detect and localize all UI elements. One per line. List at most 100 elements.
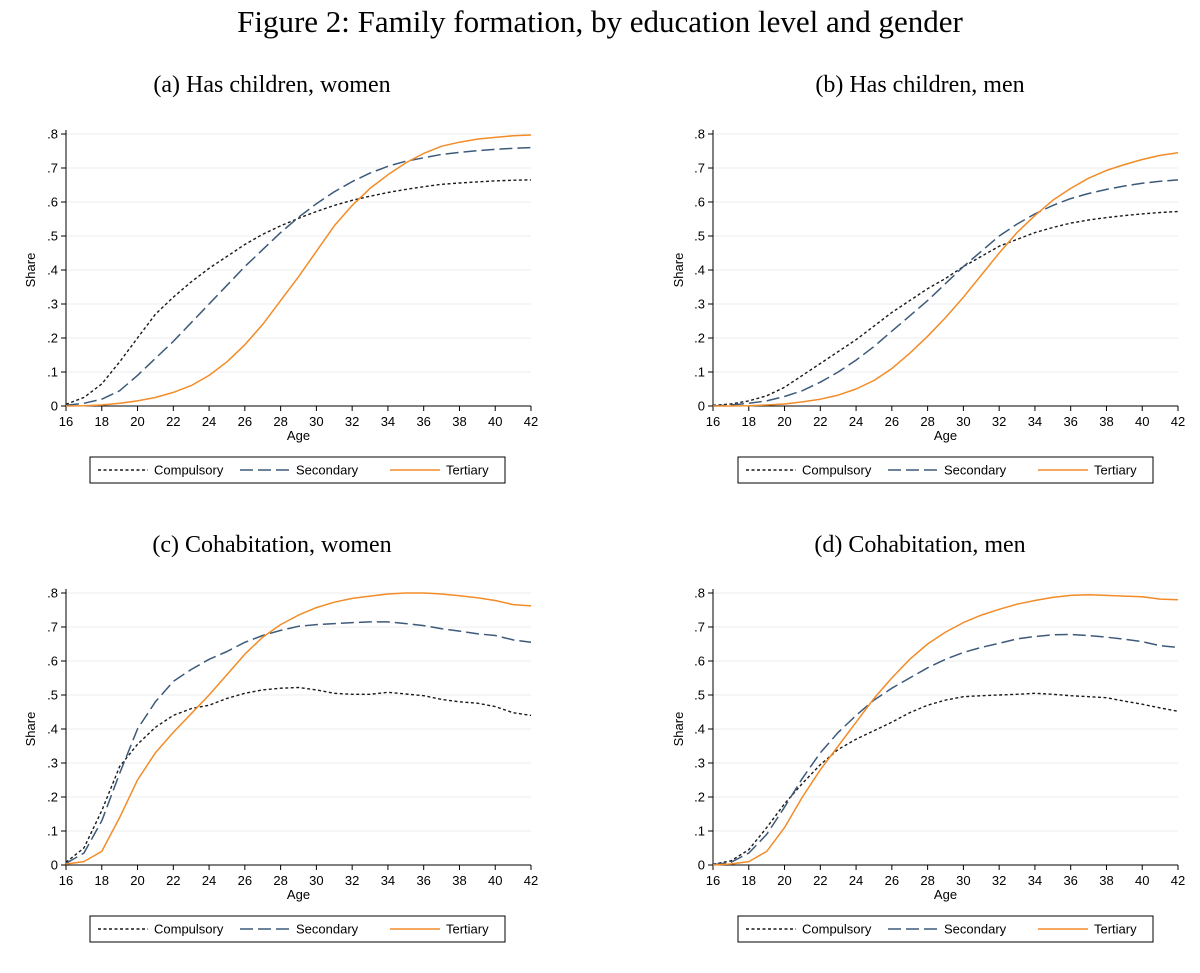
legend-label-secondary: Secondary — [296, 463, 359, 478]
x-tick-label: 36 — [416, 414, 430, 429]
panel-title: (a) Has children, women — [153, 72, 390, 98]
y-tick-label: .4 — [694, 263, 705, 278]
x-tick-label: 18 — [95, 414, 109, 429]
x-tick-label: 16 — [59, 873, 73, 888]
y-tick-label: .4 — [47, 263, 58, 278]
y-axis-label: Share — [23, 712, 38, 747]
chart-panel-0: (a) Has children, women 0 .1 .2 .3 .4 .5 .6 .7 .8… — [23, 72, 538, 484]
x-tick-label: 26 — [885, 414, 899, 429]
y-axis-label: Share — [671, 712, 686, 747]
x-axis-label: Age — [287, 887, 310, 902]
legend-label-compulsory: Compulsory — [802, 463, 872, 478]
x-axis-label: Age — [934, 428, 957, 443]
x-tick-label: 38 — [452, 414, 466, 429]
y-tick-label: .1 — [47, 365, 58, 380]
x-tick-label: 32 — [345, 414, 359, 429]
y-tick-label: .6 — [47, 195, 58, 210]
y-tick-label: .1 — [694, 824, 705, 839]
x-tick-label: 28 — [273, 414, 287, 429]
series-line-compulsory — [65, 686, 532, 863]
series-line-secondary — [712, 633, 1179, 866]
y-axis-label: Share — [671, 253, 686, 288]
x-tick-label: 20 — [130, 873, 144, 888]
x-tick-label: 34 — [1028, 873, 1042, 888]
x-tick-label: 22 — [166, 414, 180, 429]
x-tick-label: 34 — [381, 873, 395, 888]
y-tick-label: .8 — [47, 127, 58, 142]
series-line-tertiary — [65, 134, 532, 407]
x-tick-label: 24 — [849, 873, 863, 888]
y-tick-label: .4 — [694, 722, 705, 737]
x-tick-label: 42 — [1171, 414, 1185, 429]
x-tick-label: 40 — [1135, 414, 1149, 429]
series-line-secondary — [712, 179, 1179, 407]
chart-panel-3: (d) Cohabitation, men 0 .1 .2 .3 .4 .5 .6 .7 .8 16… — [671, 532, 1185, 943]
series-line-tertiary — [712, 593, 1179, 866]
series-line-compulsory — [712, 692, 1179, 865]
x-tick-label: 22 — [813, 414, 827, 429]
y-tick-label: .6 — [694, 195, 705, 210]
x-tick-label: 20 — [777, 414, 791, 429]
x-tick-label: 36 — [416, 873, 430, 888]
series-line-compulsory — [65, 179, 532, 405]
x-tick-label: 30 — [309, 414, 323, 429]
x-axis-label: Age — [287, 428, 310, 443]
legend-label-tertiary: Tertiary — [1094, 922, 1137, 937]
y-tick-label: .2 — [694, 790, 705, 805]
x-tick-label: 18 — [742, 414, 756, 429]
y-tick-label: .2 — [47, 790, 58, 805]
legend-label-secondary: Secondary — [944, 463, 1007, 478]
y-tick-label: .3 — [694, 756, 705, 771]
legend-label-compulsory: Compulsory — [154, 463, 224, 478]
x-tick-label: 42 — [524, 873, 538, 888]
y-tick-label: .5 — [47, 688, 58, 703]
chart-panel-1: (b) Has children, men 0 .1 .2 .3 .4 .5 .6 .7 .8 16… — [671, 72, 1185, 484]
x-tick-label: 28 — [920, 414, 934, 429]
x-axis-label: Age — [934, 887, 957, 902]
x-tick-label: 38 — [1099, 414, 1113, 429]
y-tick-label: .2 — [47, 331, 58, 346]
y-tick-label: .1 — [47, 824, 58, 839]
x-tick-label: 26 — [238, 414, 252, 429]
y-tick-label: .7 — [694, 161, 705, 176]
y-tick-label: .8 — [694, 586, 705, 601]
y-tick-label: .7 — [47, 620, 58, 635]
x-tick-label: 24 — [202, 414, 216, 429]
legend-label-tertiary: Tertiary — [446, 463, 489, 478]
y-tick-label: .3 — [694, 297, 705, 312]
x-tick-label: 40 — [1135, 873, 1149, 888]
x-tick-label: 16 — [706, 414, 720, 429]
x-tick-label: 42 — [1171, 873, 1185, 888]
figure-title: Figure 2: Family formation, by education… — [237, 4, 963, 39]
chart-panel-2: (c) Cohabitation, women 0 .1 .2 .3 .4 .5 .6 .7 .8… — [23, 532, 538, 943]
y-tick-label: .5 — [47, 229, 58, 244]
x-tick-label: 20 — [130, 414, 144, 429]
y-tick-label: .4 — [47, 722, 58, 737]
x-tick-label: 24 — [202, 873, 216, 888]
x-tick-label: 38 — [452, 873, 466, 888]
y-tick-label: 0 — [698, 858, 705, 873]
x-tick-label: 42 — [524, 414, 538, 429]
legend-label-compulsory: Compulsory — [802, 922, 872, 937]
y-tick-label: 0 — [51, 399, 58, 414]
y-tick-label: .1 — [694, 365, 705, 380]
panel-title: (d) Cohabitation, men — [814, 532, 1025, 558]
y-tick-label: .8 — [47, 586, 58, 601]
panel-title: (b) Has children, men — [815, 72, 1024, 98]
x-tick-label: 34 — [1028, 414, 1042, 429]
y-tick-label: .8 — [694, 127, 705, 142]
x-tick-label: 26 — [238, 873, 252, 888]
y-axis-label: Share — [23, 253, 38, 288]
x-tick-label: 32 — [992, 414, 1006, 429]
x-tick-label: 32 — [345, 873, 359, 888]
x-tick-label: 28 — [920, 873, 934, 888]
x-tick-label: 40 — [488, 873, 502, 888]
series-line-tertiary — [713, 151, 1179, 407]
x-tick-label: 16 — [706, 873, 720, 888]
y-tick-label: .5 — [694, 688, 705, 703]
y-tick-label: .7 — [694, 620, 705, 635]
panel-title: (c) Cohabitation, women — [152, 532, 391, 558]
x-tick-label: 22 — [166, 873, 180, 888]
x-tick-label: 20 — [777, 873, 791, 888]
y-tick-label: 0 — [51, 858, 58, 873]
